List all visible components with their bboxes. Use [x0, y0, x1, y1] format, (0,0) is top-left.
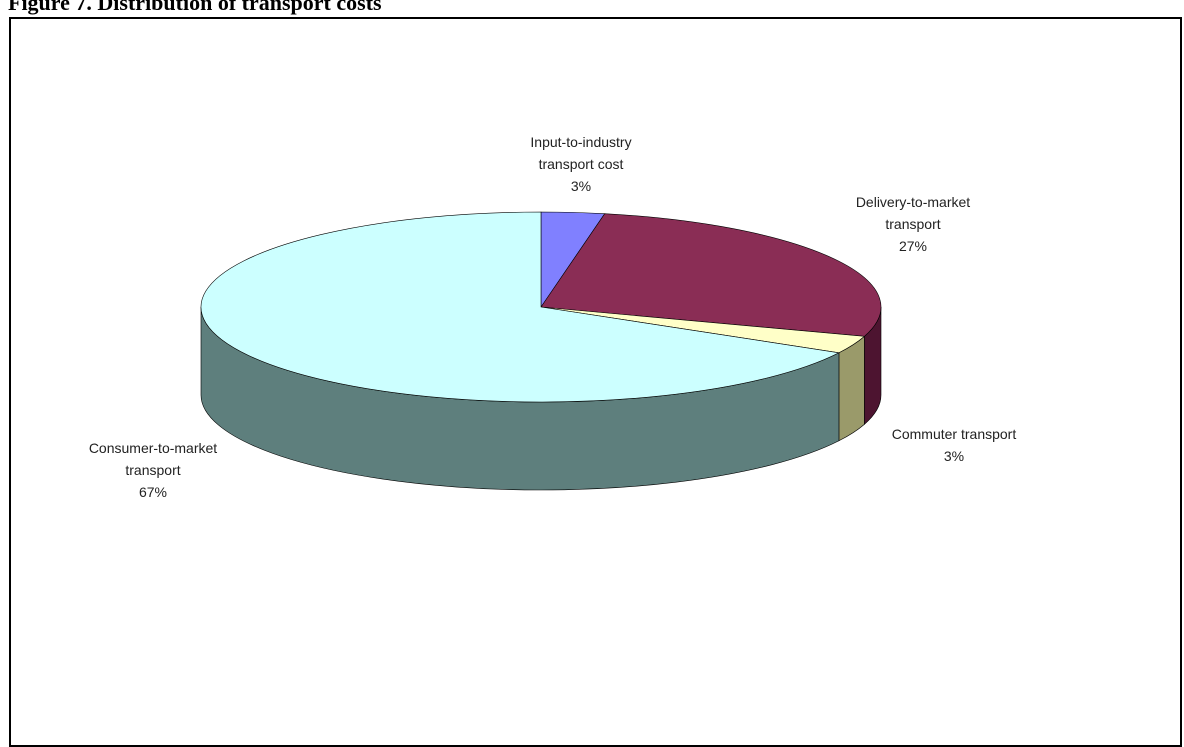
chart-frame: Input-to-industry transport cost 3% Deli…	[9, 17, 1182, 747]
slice-label-consumer-to-market: Consumer-to-market transport 67%	[88, 440, 218, 500]
pie-chart	[200, 211, 882, 491]
slice-delivery-to-market-transport	[540, 213, 882, 337]
slice-consumer-to-market-transport	[200, 211, 840, 403]
slice-label-delivery-to-market: Delivery-to-market transport 27%	[855, 194, 971, 254]
slice-label-input-to-industry: Input-to-industry transport cost 3%	[530, 134, 632, 194]
slice-label-commuter: Commuter transport 3%	[891, 426, 1017, 464]
figure-title: Figure 7. Distribution of transport cost…	[8, 0, 382, 15]
